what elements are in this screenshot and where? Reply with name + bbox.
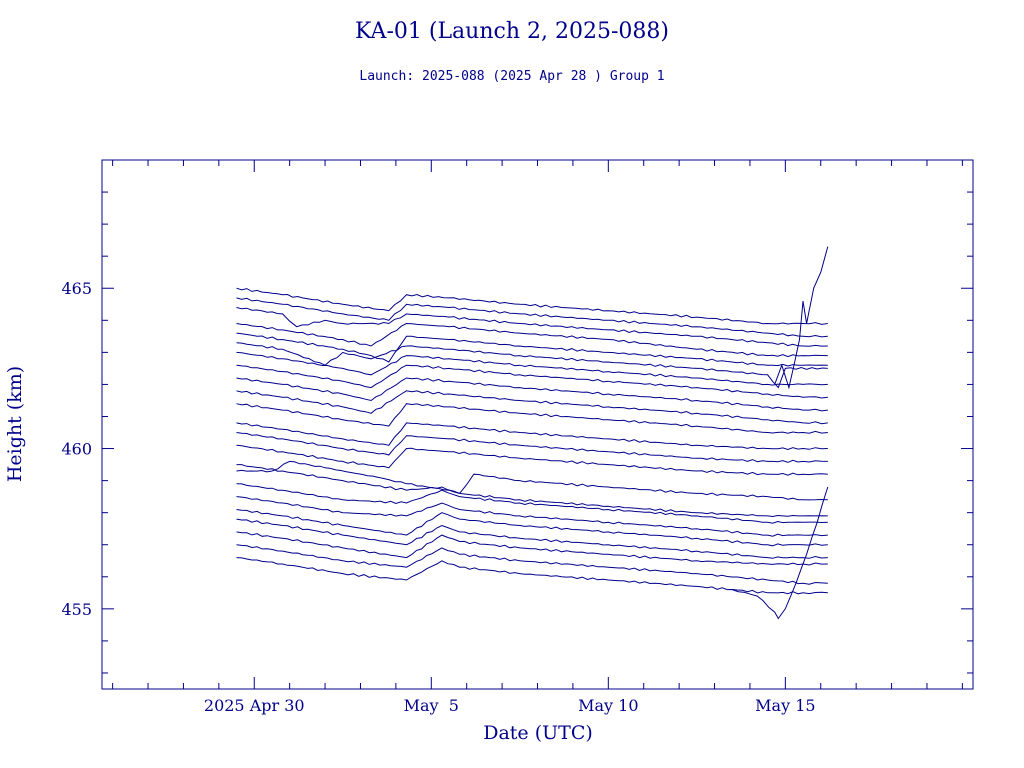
x-tick-label: May 15 xyxy=(755,696,815,715)
series-lines xyxy=(236,246,829,620)
chart-subtitle: Launch: 2025-088 (2025 Apr 28 ) Group 1 xyxy=(359,69,664,84)
plot-frame xyxy=(101,159,974,690)
satellite-height-series xyxy=(236,307,828,347)
satellite-height-series xyxy=(236,351,828,386)
satellite-height-series xyxy=(236,377,828,412)
satellite-height-series xyxy=(236,460,828,501)
x-tick-label: 2025 Apr 30 xyxy=(204,696,305,715)
satellite-height-series xyxy=(236,531,828,566)
x-tick-label: May 5 xyxy=(404,696,459,715)
axis-tick-labels: 2025 Apr 30 May 5 May 10 May 15 455 460 465 xyxy=(61,279,815,715)
satellite-height-series xyxy=(236,332,828,367)
y-tick-label: 460 xyxy=(61,440,92,459)
satellite-height-series xyxy=(236,422,828,451)
satellite-height-series xyxy=(236,287,828,325)
satellite-height-series xyxy=(236,390,828,425)
x-axis-label: Date (UTC) xyxy=(483,722,593,744)
satellite-height-series xyxy=(236,322,828,358)
satellite-height-series xyxy=(236,557,828,595)
satellite-height-series xyxy=(236,364,828,399)
satellite-height-series xyxy=(236,518,828,559)
satellite-height-series xyxy=(236,483,828,524)
y-tick-label: 455 xyxy=(61,600,92,619)
satellite-height-series xyxy=(236,464,828,518)
chart-title: KA-01 (Launch 2, 2025-088) xyxy=(355,19,669,44)
y-tick-label: 465 xyxy=(61,279,92,298)
satellite-height-series xyxy=(236,509,828,547)
x-tick-label: May 10 xyxy=(578,696,638,715)
satellite-height-series xyxy=(774,246,829,390)
satellite-height-series xyxy=(236,403,828,434)
satellite-height-series xyxy=(236,496,828,537)
satellite-height-series xyxy=(236,444,828,476)
satellite-height-series xyxy=(236,297,828,338)
y-axis-label: Height (km) xyxy=(4,366,26,482)
axis-ticks xyxy=(102,159,973,689)
satellite-height-series xyxy=(236,544,828,585)
satellite-height-series xyxy=(732,486,829,620)
satellite-height-series xyxy=(236,342,828,389)
satellite-height-series xyxy=(236,432,828,463)
